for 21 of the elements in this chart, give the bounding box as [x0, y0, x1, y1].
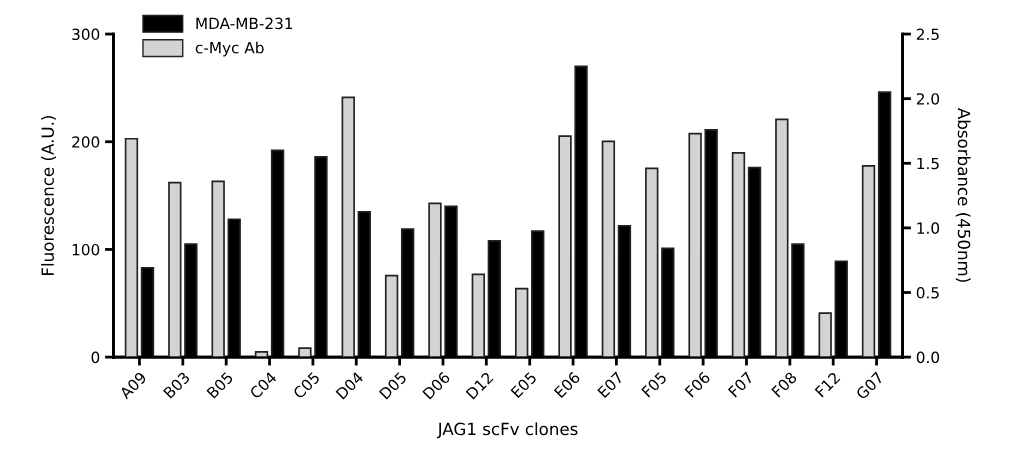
x-tick-label: F12: [814, 371, 841, 398]
x-tick-label: F05: [641, 371, 668, 398]
y2-tick-label: 2.5: [916, 28, 939, 41]
x-axis-title: JAG1 scFv clones: [436, 422, 578, 439]
y2-axis-title: Absorbance (450nm): [955, 108, 971, 282]
legend-label: MDA-MB-231: [196, 17, 293, 30]
y2-tick-label: 2.0: [916, 93, 940, 105]
legend-label: c-Myc Ab: [195, 41, 264, 57]
bar: [124, 137, 139, 358]
y2-tick-label: 1.0: [917, 222, 940, 234]
y-tick-label: 100: [72, 243, 100, 256]
y-tick-label: 300: [72, 28, 100, 41]
bar: [775, 118, 789, 358]
y2-tick-label: 0.0: [916, 351, 940, 364]
bar: [298, 347, 312, 358]
bar: [254, 351, 269, 358]
y-tick-label: 0: [91, 351, 100, 364]
y2-tick-label: 0.5: [916, 286, 939, 299]
y-axis-title: Fluorescence (A.U.): [41, 116, 56, 275]
y2-tick-label: 1.5: [917, 157, 939, 170]
y-tick-label: 200: [72, 136, 100, 148]
